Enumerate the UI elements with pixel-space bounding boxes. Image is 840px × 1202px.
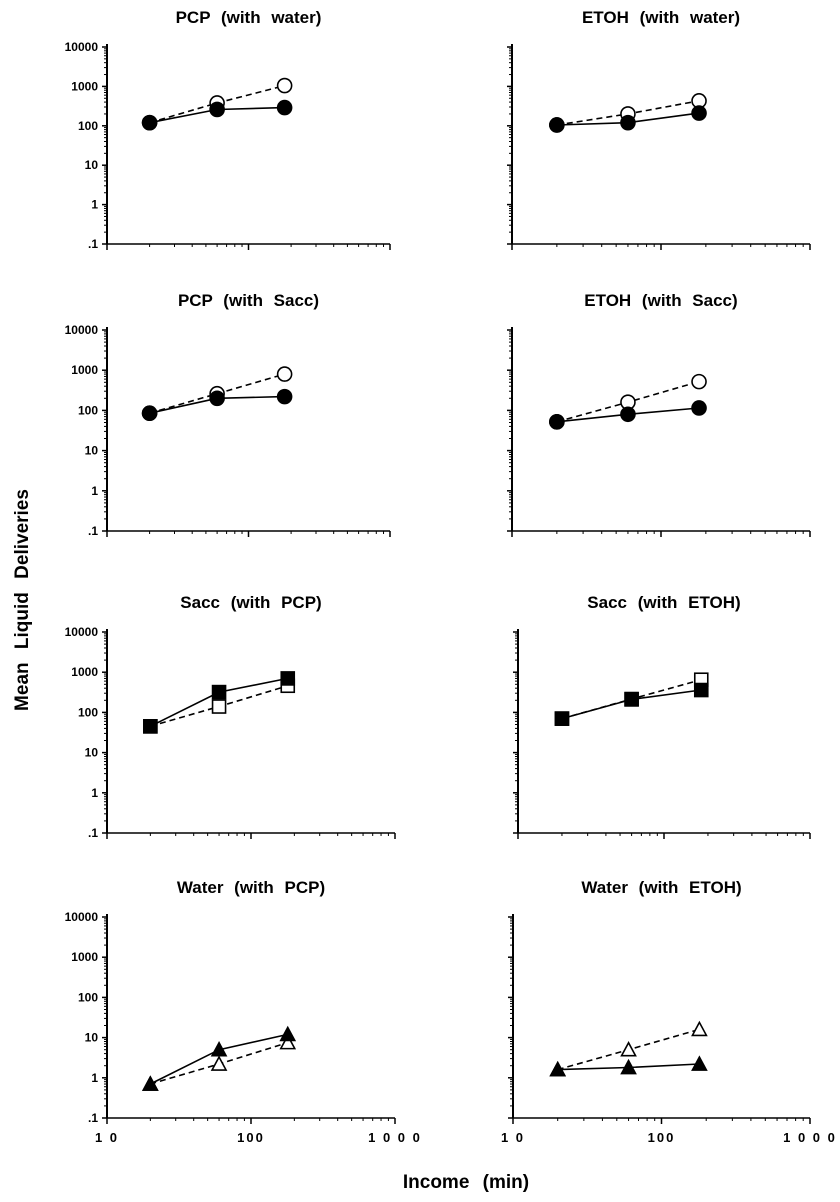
data-point-open-triangle	[279, 1033, 297, 1050]
panel-8: Water (with ETOH) 1 0 100 1 0 0 0	[501, 878, 837, 1145]
data-point-filled-circle	[691, 105, 707, 121]
x-tick-label: 100	[648, 1130, 676, 1145]
panels: PCP (with water) .1 1 10 100 1000 10000 ETOH (w…	[65, 8, 837, 1145]
panel-title: ETOH (with water)	[582, 8, 740, 27]
data-point-filled-circle	[276, 388, 293, 405]
panel-7: Water (with PCP) .1 1 10 100 1000 10000 1 0 100 1…	[65, 878, 422, 1145]
y-tick-label: 10	[85, 158, 99, 172]
data-point-filled-square	[554, 711, 570, 726]
x-tick-label: 1 0 0 0	[368, 1130, 422, 1145]
y-tick-label: 10000	[65, 910, 99, 924]
y-tick-label: 100	[78, 403, 98, 417]
y-axis-label: Mean Liquid Deliveries	[12, 489, 33, 711]
data-point-filled-triangle	[620, 1058, 637, 1075]
panel-3: PCP (with Sacc) .1 1 10 100 1000 10000	[65, 291, 391, 538]
panel-title: ETOH (with Sacc)	[584, 291, 737, 310]
panel-title: Water (with ETOH)	[581, 878, 741, 897]
data-point-filled-square	[143, 719, 158, 734]
data-point-filled-circle	[620, 406, 636, 423]
data-point-filled-square	[211, 684, 227, 700]
data-point-filled-circle	[209, 390, 225, 407]
panel-4: ETOH (with Sacc)	[507, 291, 811, 537]
x-tick-label: 1 0	[95, 1130, 119, 1145]
panel-title: Water (with PCP)	[177, 878, 325, 897]
data-point-filled-circle	[691, 400, 707, 416]
y-tick-label: .1	[88, 1111, 98, 1125]
data-point-open-triangle	[691, 1020, 708, 1037]
data-point-filled-square	[624, 692, 639, 707]
y-tick-label: 10000	[65, 40, 99, 54]
data-point-filled-circle	[620, 114, 636, 131]
data-point-filled-circle	[209, 101, 225, 118]
panel-title: Sacc (with PCP)	[180, 593, 321, 612]
data-point-open-circle	[276, 77, 293, 94]
x-tick-label: 100	[237, 1130, 265, 1145]
y-tick-label: 1	[91, 786, 98, 800]
y-tick-label: 1000	[71, 665, 98, 679]
data-point-filled-square	[693, 682, 709, 698]
x-tick-label: 1 0 0 0	[783, 1130, 837, 1145]
data-point-filled-triangle	[691, 1055, 708, 1071]
y-tick-label: 10	[85, 746, 99, 760]
panel-1: PCP (with water) .1 1 10 100 1000 10000	[65, 8, 391, 251]
data-point-open-circle	[691, 373, 707, 390]
data-point-open-square	[211, 699, 227, 714]
y-tick-label: 10	[85, 1031, 99, 1045]
y-tick-label: .1	[88, 237, 98, 251]
data-point-open-circle	[276, 366, 293, 382]
y-tick-label: 1	[91, 1071, 98, 1085]
data-point-filled-square	[280, 671, 296, 686]
data-point-filled-circle	[141, 114, 158, 131]
data-point-filled-circle	[141, 405, 158, 422]
data-point-filled-triangle	[210, 1041, 228, 1057]
y-tick-label: .1	[88, 826, 98, 840]
y-tick-label: 1000	[71, 79, 98, 93]
y-tick-label: 1	[91, 198, 98, 212]
data-point-filled-triangle	[279, 1025, 297, 1042]
data-point-filled-triangle	[142, 1075, 159, 1091]
data-point-filled-triangle	[549, 1060, 567, 1077]
y-tick-label: 1000	[71, 363, 98, 377]
data-point-filled-circle	[276, 99, 293, 116]
y-tick-label: 10	[85, 444, 99, 458]
y-tick-label: .1	[88, 524, 98, 538]
y-tick-label: 100	[78, 119, 98, 133]
data-point-filled-circle	[549, 117, 565, 133]
y-tick-label: 100	[78, 990, 98, 1004]
y-tick-label: 10000	[65, 323, 99, 337]
y-tick-label: 10000	[65, 625, 99, 639]
y-tick-label: 100	[78, 705, 98, 719]
x-axis-label: Income (min)	[403, 1172, 529, 1193]
panel-5: Sacc (with PCP) .1 1 10 100 1000 10000	[65, 593, 396, 840]
y-tick-label: 1	[91, 484, 98, 498]
panel-2: ETOH (with water)	[507, 8, 811, 250]
data-point-filled-circle	[549, 414, 565, 430]
data-point-open-triangle	[210, 1055, 228, 1071]
x-tick-label: 1 0	[501, 1130, 525, 1145]
y-tick-label: 1000	[71, 950, 98, 964]
panel-title: Sacc (with ETOH)	[587, 593, 740, 612]
panel-title: PCP (with Sacc)	[178, 291, 319, 310]
panel-title: PCP (with water)	[176, 8, 322, 27]
panel-6: Sacc (with ETOH)	[513, 593, 811, 839]
data-point-open-triangle	[620, 1041, 637, 1057]
